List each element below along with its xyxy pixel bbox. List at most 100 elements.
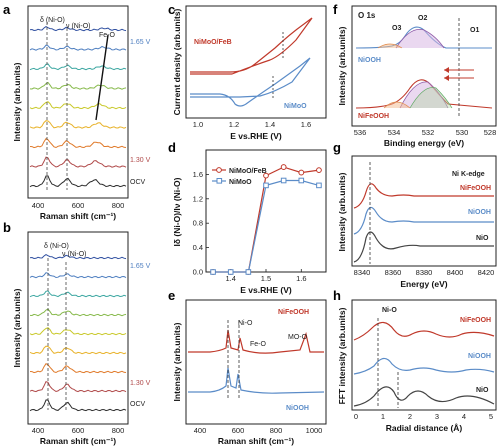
- panel-d-ytick: 1.2: [193, 194, 203, 203]
- panel-c-curve-nimoo: [190, 57, 311, 107]
- panel-h: Ni-O NiFeOOH NiOOH NiO 0 1 2 3 4 5 Radia…: [337, 299, 497, 433]
- panel-g-xlabel: Energy (eV): [400, 279, 447, 289]
- spectrum-line: [29, 272, 127, 279]
- panel-d-xlabel: E vs.RHE (V): [240, 285, 292, 295]
- panel-a-xtick: 400: [32, 201, 45, 210]
- panel-d-point: [298, 169, 305, 176]
- panel-f-shift-arrowhead-1: [444, 67, 449, 73]
- spectrum-line: [29, 81, 127, 90]
- panel-g-curve-niooh: [353, 206, 494, 235]
- spectrum-line: [29, 399, 127, 412]
- panel-f-fit-o3-top: [377, 43, 403, 49]
- panel-d-xtick: 1.6: [296, 274, 306, 283]
- panel-b-xtick: 600: [72, 426, 85, 435]
- panel-c-xtick: 1.4: [265, 120, 275, 129]
- panel-d-point: [227, 269, 234, 275]
- panel-d-point: [298, 177, 305, 184]
- panel-f-xlabel: Binding energy (eV): [384, 138, 464, 148]
- panel-h-frame: [351, 299, 497, 411]
- panel-e-xtick: 1000: [306, 426, 323, 435]
- panel-h-label-niooh: NiOOH: [468, 353, 491, 360]
- panel-e-label-nifeooh: NiFeOOH: [278, 309, 309, 316]
- panel-c: NiMoO/FeB NiMoO 1.0 1.2 1.4 1.6 E vs.RHE…: [172, 5, 327, 141]
- spectrum-line: [29, 26, 127, 32]
- panel-f-ylabel: Intensity (arb.units): [337, 26, 347, 105]
- panel-h-label-nio-bond: Ni-O: [382, 307, 397, 314]
- spectrum-line: [29, 175, 127, 188]
- panel-d-xtick: 1.5: [261, 274, 271, 283]
- panel-g-xtick: 8420: [478, 268, 495, 277]
- panel-g-title: Ni K-edge: [452, 171, 485, 178]
- panel-d-legend-label-1: NiMoO/FeB: [229, 168, 267, 175]
- panel-e-label-feo: Fe-O: [250, 341, 267, 348]
- panel-d-point: [210, 269, 216, 275]
- panel-a-feo-label: Fe-O: [99, 32, 116, 39]
- panel-c-label-nimoo-feb: NiMoO/FeB: [194, 39, 232, 46]
- panel-d-point: [316, 182, 322, 189]
- panel-f-fit-o2-bottom: [399, 81, 449, 109]
- panel-e-curve-nifeooh: [188, 329, 324, 354]
- panel-d-legend-label-2: NiMoO: [229, 179, 252, 186]
- panel-d-ytick: 1.6: [193, 170, 203, 179]
- spectrum-line: [29, 380, 127, 393]
- panel-g-xtick: 8380: [416, 268, 433, 277]
- panel-e-ylabel: Intensity (arb.units): [172, 322, 182, 401]
- panel-d-ytick: 0.0: [193, 268, 203, 277]
- panel-e-letter: e: [168, 288, 175, 303]
- panel-g-label-niooh: NiOOH: [468, 209, 491, 216]
- panel-g-curve-nio: [353, 231, 494, 263]
- panel-d-point: [280, 177, 287, 184]
- panel-h-xtick: 1: [381, 412, 385, 421]
- panel-b-xlabel: Raman shift (cm⁻¹): [40, 436, 116, 446]
- panel-e-xtick: 600: [232, 426, 245, 435]
- panel-f-xtick: 536: [354, 128, 367, 137]
- panel-g-xtick: 8340: [354, 268, 371, 277]
- panel-e-label-nio: Ni-O: [238, 320, 253, 327]
- panel-d-point: [316, 167, 322, 174]
- panel-a-feo-arrow: [95, 34, 109, 121]
- panel-f-fit-o3-bottom: [383, 101, 411, 109]
- panel-d: 0.0 0.4 0.8 1.2 1.6 1.4 1.5 1.6 NiMoO/FeB NiMoO…: [172, 149, 327, 295]
- spectrum-line: [29, 363, 127, 374]
- panel-a-ylabel: Intensity (arb.units): [12, 62, 22, 141]
- panel-c-xtick: 1.2: [229, 120, 239, 129]
- panel-b: δ (Ni-O) ν (Ni-O) 1.65 V 1.30 V OCV 400 …: [12, 231, 151, 446]
- panel-b-spectra: [29, 254, 127, 412]
- panel-d-ytick: 0.8: [193, 219, 203, 228]
- panel-a-xtick: 800: [112, 201, 125, 210]
- panel-c-label-nimoo: NiMoO: [284, 103, 307, 110]
- panel-c-ylabel: Current density (arb.units): [172, 8, 182, 115]
- panel-d-point: [263, 182, 269, 189]
- panel-f-fit-o2-top: [395, 29, 445, 49]
- panel-e-xtick: 800: [270, 426, 283, 435]
- panel-g: Ni K-edge NiFeOOH NiOOH NiO 8340 8360 83…: [337, 155, 497, 289]
- panel-c-frame: [185, 5, 327, 119]
- spectrum-line: [29, 327, 127, 336]
- panel-a: δ (Ni-O) ν (Ni-O) Fe-O 1.65 V 1.30 V OCV…: [12, 5, 151, 221]
- panel-d-point: [245, 269, 252, 275]
- panel-d-point: [263, 172, 269, 179]
- panel-a-spectra: [29, 26, 127, 188]
- spectrum-line: [29, 290, 127, 298]
- panel-d-point: [280, 164, 287, 170]
- panel-a-xtick: 600: [72, 201, 85, 210]
- panel-b-xtick: 800: [112, 426, 125, 435]
- panel-b-ylabel: Intensity (arb.units): [12, 288, 22, 367]
- panel-d-xtick: 1.4: [225, 274, 235, 283]
- panel-h-xtick: 5: [489, 412, 493, 421]
- panel-a-potential-mid: 1.30 V: [130, 157, 151, 164]
- panel-a-potential-bottom: OCV: [130, 179, 146, 186]
- panel-h-xlabel: Radial distance (Å): [386, 423, 463, 433]
- panel-d-ytick: 0.4: [193, 243, 203, 252]
- panel-f-xtick: 534: [388, 128, 401, 137]
- panel-a-nu-label: ν (Ni-O): [66, 23, 91, 30]
- panel-g-xtick: 8400: [447, 268, 464, 277]
- panel-h-label-nifeooh: NiFeOOH: [460, 317, 491, 324]
- spectrum-line: [29, 308, 127, 317]
- panel-g-xtick: 8360: [385, 268, 402, 277]
- panel-f-label-o2: O2: [418, 15, 427, 22]
- panel-f-frame: [351, 5, 497, 127]
- panel-f-label-o1: O1: [470, 27, 479, 34]
- panel-b-letter: b: [3, 220, 11, 235]
